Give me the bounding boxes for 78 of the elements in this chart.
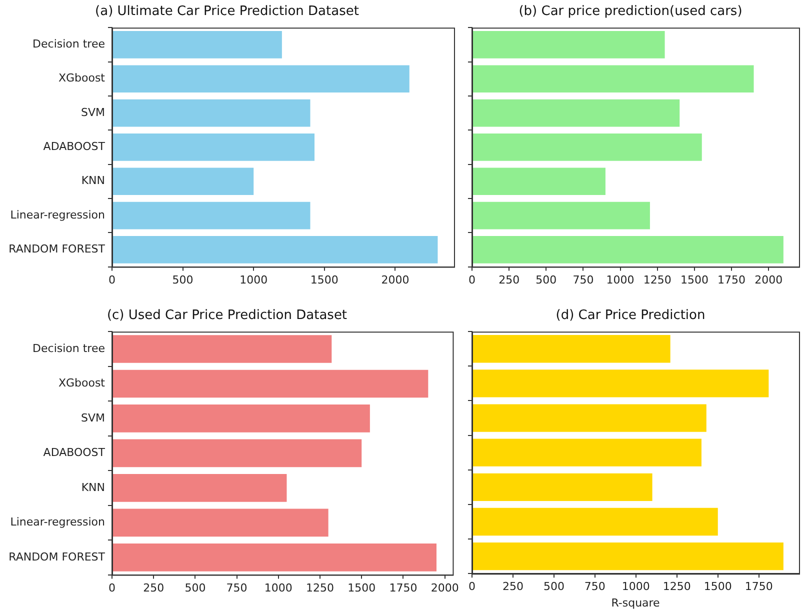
bar — [472, 370, 769, 398]
x-tick-label: 1250 — [662, 580, 691, 594]
y-tick-label: XGboost — [58, 376, 106, 390]
y-tick-label: ADABOOST — [43, 446, 106, 460]
x-tick-label: 1000 — [240, 273, 268, 286]
x-tick-label: 1500 — [704, 580, 732, 594]
y-tick-label: XGboost — [58, 72, 106, 85]
x-tick-label: 750 — [572, 273, 594, 286]
bar — [112, 370, 428, 398]
chart-title: (b) Car price prediction(used cars) — [518, 4, 742, 20]
y-tick-label: Decision tree — [32, 38, 106, 51]
x-tick-label: 500 — [536, 273, 557, 286]
x-tick-label: 1750 — [718, 273, 746, 286]
x-tick-label: 1000 — [622, 580, 650, 594]
x-tick-label: 2000 — [381, 273, 410, 286]
y-tick-label: RANDOM FOREST — [8, 550, 106, 564]
bar — [472, 542, 784, 570]
bar — [472, 508, 718, 536]
bar — [112, 168, 254, 196]
x-tick-label: 750 — [226, 581, 248, 594]
x-tick-label: 1250 — [306, 581, 334, 594]
bar — [112, 65, 410, 93]
bar — [472, 202, 650, 230]
x-tick-label: 1000 — [264, 581, 292, 594]
x-axis-title: R-square — [611, 596, 660, 610]
x-tick-label: 1500 — [310, 273, 338, 286]
y-tick-label: SVM — [81, 411, 105, 424]
bar — [472, 31, 665, 58]
y-tick-label: Linear-regression — [10, 208, 106, 222]
bar — [112, 31, 282, 58]
x-tick-label: 750 — [584, 580, 606, 594]
y-tick-label: ADABOOST — [43, 140, 106, 154]
bar — [472, 99, 680, 127]
y-tick-label: Decision tree — [32, 342, 106, 355]
y-tick-label: RANDOM FOREST — [8, 242, 106, 256]
y-tick-label: KNN — [81, 174, 105, 188]
x-tick-label: 1750 — [744, 580, 773, 594]
bar — [472, 473, 652, 501]
bar — [112, 404, 370, 432]
bar — [472, 168, 606, 196]
chart-title: (c) Used Car Price Prediction Dataset — [106, 308, 348, 324]
x-tick-label: 1500 — [680, 273, 708, 286]
x-tick-label: 250 — [143, 581, 164, 594]
bar — [472, 335, 670, 363]
x-tick-label: 0 — [468, 273, 476, 286]
x-tick-label: 0 — [468, 580, 476, 594]
chart-title: (d) Car Price Prediction — [556, 308, 706, 324]
x-tick-label: 0 — [108, 273, 116, 286]
bar — [112, 544, 436, 572]
x-tick-label: 1250 — [643, 273, 672, 286]
bar — [112, 439, 362, 468]
x-tick-label: 0 — [108, 581, 116, 594]
bar — [112, 134, 315, 161]
bar — [112, 202, 310, 230]
bar — [472, 404, 706, 432]
bar — [112, 335, 332, 363]
bar — [112, 474, 287, 502]
bar — [112, 99, 310, 127]
x-tick-label: 2000 — [430, 581, 459, 594]
y-tick-label: SVM — [81, 106, 105, 119]
x-tick-label: 500 — [543, 580, 564, 594]
bar — [112, 236, 438, 264]
x-tick-label: 1500 — [348, 581, 376, 594]
x-tick-label: 1750 — [389, 581, 418, 594]
bar — [472, 236, 784, 264]
bar — [112, 508, 328, 537]
bar — [472, 65, 754, 93]
x-tick-label: 250 — [502, 580, 524, 594]
bar — [472, 134, 702, 161]
x-tick-label: 2000 — [754, 273, 783, 286]
bar — [472, 438, 702, 466]
chart-title: (a) Ultimate Car Price Prediction Dataset — [95, 4, 359, 20]
y-tick-label: Linear-regression — [10, 516, 106, 529]
y-tick-label: KNN — [81, 480, 105, 494]
x-tick-label: 250 — [498, 273, 520, 286]
x-tick-label: 500 — [172, 273, 194, 286]
x-tick-label: 500 — [184, 581, 206, 594]
x-tick-label: 1000 — [606, 273, 634, 286]
